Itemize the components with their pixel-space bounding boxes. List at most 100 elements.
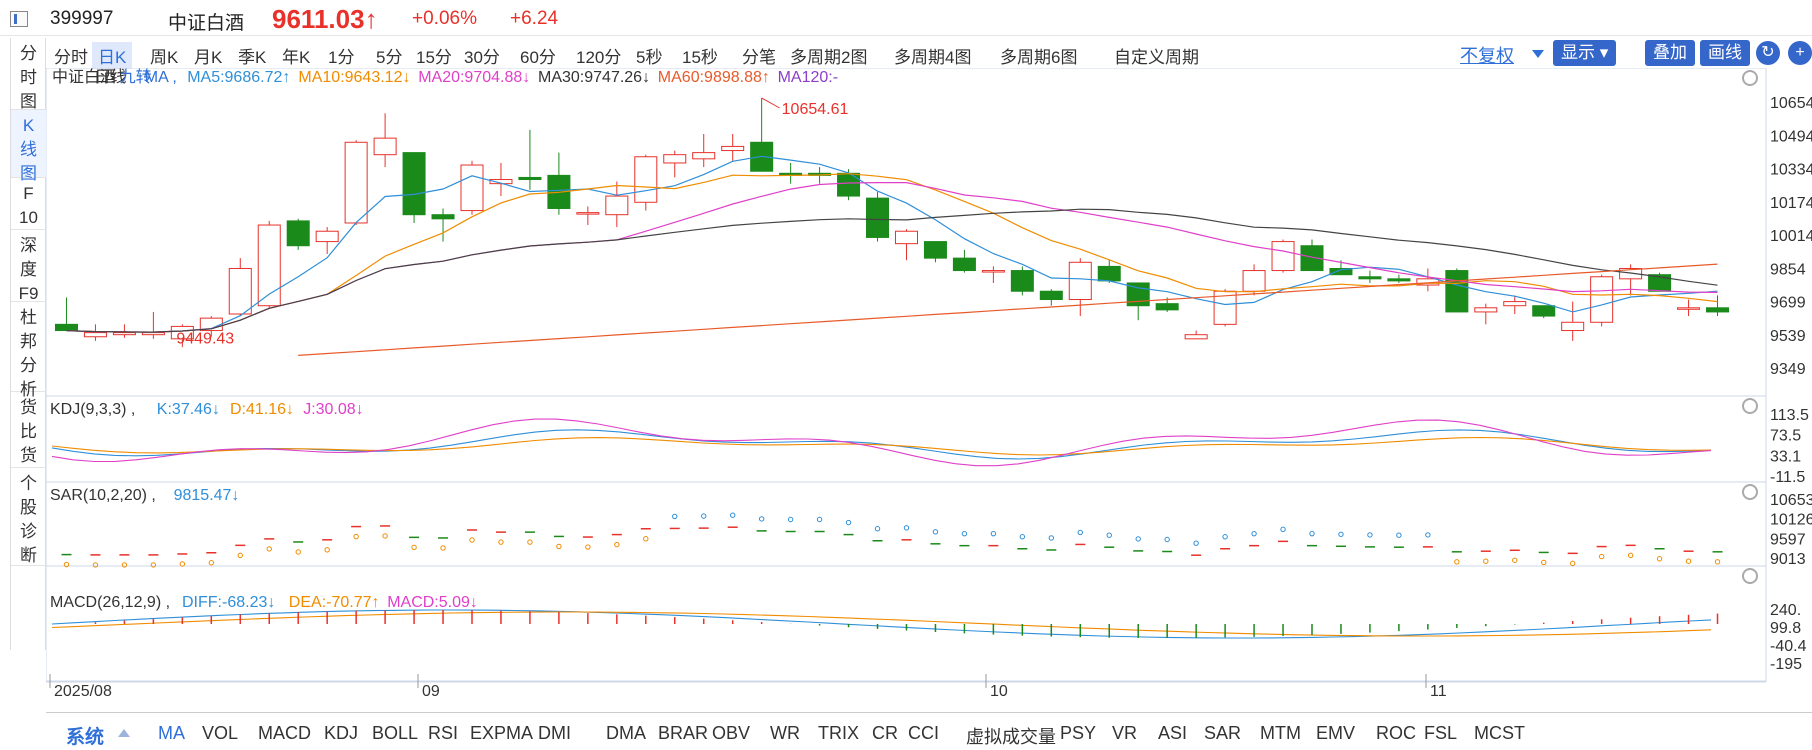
period-tab[interactable]: 多周期2图: [790, 48, 868, 67]
period-tab[interactable]: 月K: [194, 48, 223, 67]
indicator-tab[interactable]: CCI: [908, 723, 939, 743]
indicator-tab[interactable]: SAR: [1204, 723, 1242, 743]
indicator-tab[interactable]: EMV: [1316, 723, 1356, 743]
period-tab[interactable]: 15分: [416, 48, 452, 67]
indicator-tab[interactable]: MACD: [258, 723, 311, 743]
indicator-tab[interactable]: RSI: [428, 723, 459, 743]
period-tab[interactable]: 5秒: [636, 48, 663, 67]
left-nav-item[interactable]: F 10: [11, 178, 46, 230]
period-tab[interactable]: 30分: [464, 48, 500, 67]
draw-line-button[interactable]: 画线: [1700, 40, 1750, 66]
panel-toggle-icon[interactable]: [10, 11, 28, 27]
overlay-button[interactable]: 叠加: [1645, 40, 1695, 66]
left-nav-item[interactable]: 个股诊断: [11, 468, 46, 566]
sar-dot: [643, 536, 649, 542]
plus-icon[interactable]: +: [1788, 41, 1812, 65]
candle-body: [344, 141, 368, 224]
indicator-tab[interactable]: MTM: [1260, 723, 1301, 743]
sar-legend-item: 9815.47↓: [174, 487, 240, 504]
candle-body: [923, 241, 947, 259]
sar-dot: [63, 561, 70, 568]
candle-body: [605, 195, 629, 216]
sar-dot: [556, 543, 562, 550]
indicator-tab[interactable]: BOLL: [372, 723, 419, 743]
period-tab[interactable]: 自定义周期: [1114, 48, 1199, 67]
ma-line: [66, 181, 1718, 333]
indicator-tab[interactable]: VOL: [202, 723, 239, 743]
stock-name: 中证白酒: [168, 13, 245, 34]
sar-dot: [1135, 536, 1141, 542]
sar-dot: [1656, 556, 1663, 562]
indicator-tab[interactable]: ROC: [1376, 723, 1416, 743]
sar-dot: [672, 513, 678, 520]
refresh-icon[interactable]: ↻: [1756, 41, 1780, 65]
candle-body: [1329, 267, 1353, 276]
period-tab[interactable]: 5分: [376, 48, 403, 67]
ma-legend-item: MA30:9747.26↓: [538, 69, 650, 86]
period-tab[interactable]: 分时: [54, 48, 88, 67]
period-tab[interactable]: 15秒: [682, 48, 718, 67]
period-tab[interactable]: 季K: [238, 48, 267, 67]
ma-legend-item: MA120:-: [778, 69, 838, 86]
indicator-tab[interactable]: TRIX: [818, 723, 860, 743]
period-tab[interactable]: 120分: [576, 48, 622, 67]
indicator-tab[interactable]: MA: [158, 723, 185, 743]
ma-legend-item: MA ,: [145, 69, 177, 86]
indicator-tab[interactable]: 虚拟成交量: [966, 727, 1056, 747]
fuquan-select[interactable]: 不复权: [1460, 46, 1514, 66]
left-nav-item[interactable]: 杜邦分析: [11, 302, 46, 399]
candle-body: [286, 220, 310, 247]
kdj-legend-item: KDJ(9,3,3) ,: [50, 401, 135, 418]
indicator-tab[interactable]: KDJ: [324, 723, 359, 743]
indicator-tab[interactable]: ASI: [1158, 723, 1188, 743]
price-axis-label: 9539: [1770, 328, 1806, 345]
chevron-up-icon[interactable]: [118, 729, 130, 737]
candle-body: [460, 164, 484, 212]
sar-dot: [1164, 536, 1170, 543]
price-axis-label: 9699: [1770, 295, 1806, 312]
left-nav-item[interactable]: 深度 F9: [11, 230, 46, 303]
period-tab[interactable]: 周K: [150, 48, 179, 67]
indicator-tab[interactable]: PSY: [1060, 723, 1097, 743]
period-tab[interactable]: 年K: [282, 48, 311, 67]
indicator-tab[interactable]: DMI: [538, 723, 571, 743]
ma-line: [66, 173, 1718, 333]
sar-dot: [1280, 526, 1286, 533]
chart-area[interactable]: 中证白酒 日线 九转 MA , MA5:9686.72↑ MA10:9643.12↓ MA2…: [45, 67, 1812, 708]
period-tab[interactable]: 分笔: [742, 48, 776, 67]
left-nav: 分时图 K 线图 F 10 深度 F9 杜邦分析货比货个股诊断: [10, 38, 46, 650]
period-tab[interactable]: 60分: [520, 48, 556, 67]
left-nav-item[interactable]: 分时图: [11, 38, 46, 111]
indicator-tab[interactable]: EXPMA: [470, 723, 534, 743]
chevron-down-icon[interactable]: [1532, 50, 1544, 58]
candle-body: [1039, 290, 1063, 301]
period-bar: 分时 日K 周K 月K 季K 年K 1分 5分 15分 30分 60分 120分 5秒 15秒 分笔 多周期2…: [48, 38, 1812, 69]
kdj-k-line: [51, 429, 1712, 460]
indicator-tab[interactable]: WR: [770, 723, 800, 743]
indicator-tab[interactable]: DMA: [606, 723, 646, 743]
price-axis-label: 9349: [1770, 361, 1806, 378]
macd-legend-item: DIFF:-68.23↓: [182, 594, 275, 611]
sar-dot: [758, 516, 765, 522]
sar-dot: [1048, 535, 1055, 541]
indicator-tab[interactable]: BRAR: [658, 723, 709, 743]
left-nav-item[interactable]: 货比货: [11, 392, 46, 468]
period-tab[interactable]: 多周期6图: [1000, 48, 1078, 67]
indicator-tab[interactable]: FSL: [1424, 723, 1458, 743]
indicator-tab[interactable]: VR: [1112, 723, 1138, 743]
candle-body: [1474, 307, 1498, 313]
period-tab[interactable]: 日K: [92, 42, 133, 69]
period-tab[interactable]: 1分: [328, 48, 355, 67]
candle-body: [1677, 307, 1701, 310]
indicator-tab[interactable]: CR: [872, 723, 898, 743]
system-menu[interactable]: 系统: [66, 727, 105, 748]
period-tab[interactable]: 多周期4图: [894, 48, 972, 67]
price-axis-label: 9854: [1770, 261, 1806, 278]
indicator-tab[interactable]: OBV: [712, 723, 751, 743]
display-button[interactable]: 显示 ▾: [1553, 40, 1617, 66]
candle-body: [1706, 307, 1730, 313]
indicator-tab[interactable]: MCST: [1474, 723, 1525, 743]
sar-dot: [295, 549, 301, 555]
